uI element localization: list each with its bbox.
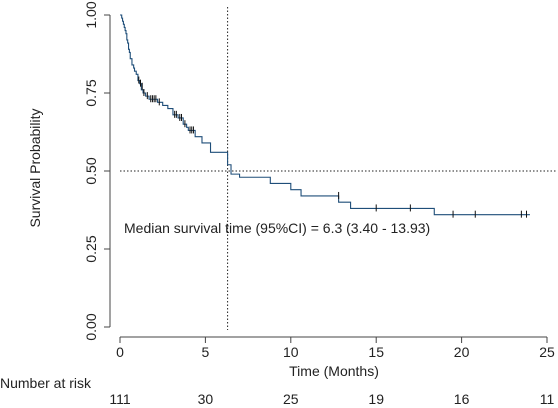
median-annotation: Median survival time (95%CI) = 6.3 (3.40… (124, 220, 430, 236)
y-tick-label: 0.00 (83, 313, 99, 340)
median-reference-lines (120, 7, 556, 330)
x-ticks: 0 5 10 15 20 25 (116, 337, 555, 360)
x-axis-label: Time (Months) (289, 363, 379, 379)
axes (109, 15, 547, 338)
y-ticks: 0.00 0.25 0.50 0.75 1.00 (83, 1, 110, 341)
y-tick-label: 1.00 (83, 1, 99, 28)
x-tick-label: 10 (283, 344, 299, 360)
x-tick-label: 25 (539, 344, 555, 360)
y-axis-label: Survival Probability (27, 108, 43, 227)
risk-count: 111 (109, 391, 130, 407)
risk-count: 25 (283, 391, 299, 407)
y-tick-label: 0.25 (83, 235, 99, 262)
survival-curve (120, 14, 530, 216)
x-tick-label: 5 (202, 344, 210, 360)
risk-table-counts: 111 30 25 19 16 11 (109, 391, 554, 407)
censor-marks (138, 76, 528, 218)
risk-count: 30 (198, 391, 214, 407)
y-tick-label: 0.50 (83, 157, 99, 184)
x-tick-label: 15 (368, 344, 384, 360)
y-tick-label: 0.75 (83, 79, 99, 106)
risk-count: 11 (540, 391, 555, 407)
x-tick-label: 0 (116, 344, 124, 360)
risk-count: 16 (454, 391, 470, 407)
x-tick-label: 20 (454, 344, 470, 360)
risk-table-label: Number at risk (0, 375, 92, 391)
risk-count: 19 (368, 391, 384, 407)
